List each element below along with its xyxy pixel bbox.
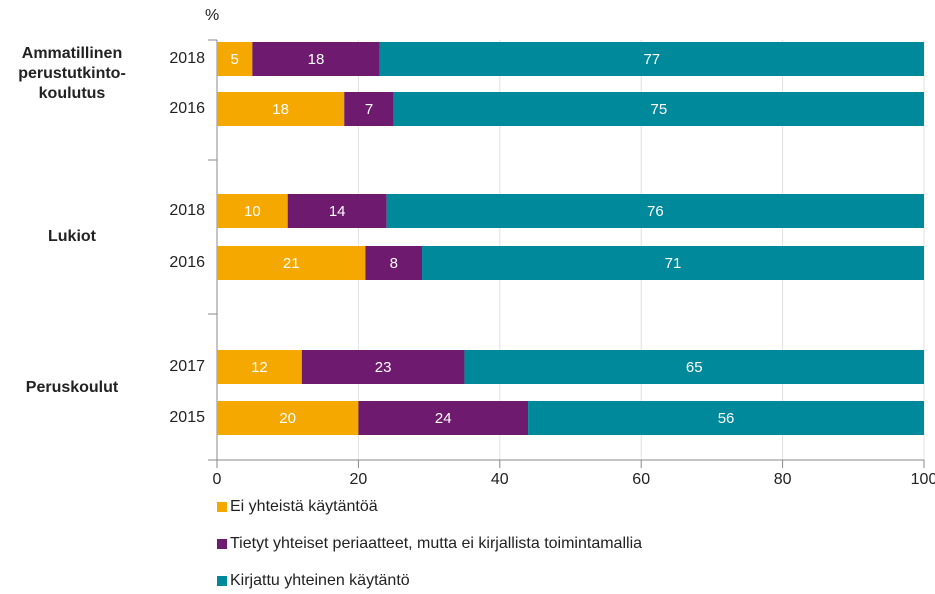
value-label: 20 [279, 410, 296, 427]
bar-segment [217, 401, 359, 435]
group-label: perustutkinto- [18, 65, 126, 82]
group-label: koulutus [39, 85, 106, 102]
value-label: 12 [251, 359, 268, 376]
value-label: 65 [686, 359, 703, 376]
x-tick-label: 20 [350, 471, 368, 488]
bar-segment [217, 42, 253, 76]
x-tick-label: 60 [632, 471, 650, 488]
legend-label: Kirjattu yhteinen käytäntö [230, 572, 410, 589]
y-tick-label: 2016 [169, 100, 205, 117]
legend-label: Tietyt yhteiset periaatteet, mutta ei ki… [230, 535, 642, 552]
x-tick-label: 40 [491, 471, 509, 488]
legend-swatch [217, 502, 227, 512]
y-tick-label: 2018 [169, 202, 205, 219]
y-tick-label: 2018 [169, 50, 205, 67]
y-tick-label: 2016 [169, 254, 205, 271]
value-label: 23 [375, 359, 392, 376]
value-label: 77 [643, 51, 660, 68]
value-label: 14 [329, 203, 346, 220]
value-label: 56 [718, 410, 735, 427]
value-label: 5 [231, 51, 239, 68]
value-label: 21 [283, 255, 300, 272]
value-label: 18 [308, 51, 325, 68]
legend-label: Ei yhteistä käytäntöä [230, 498, 378, 515]
bar-segment [301, 350, 465, 384]
value-label: 75 [651, 101, 668, 118]
x-tick-label: 100 [911, 471, 935, 488]
bar-segment [528, 401, 924, 435]
legend-swatch [217, 576, 227, 586]
bar-segment [217, 92, 345, 126]
bar-segment [386, 194, 924, 228]
bar-segment [217, 246, 366, 280]
value-label: 8 [390, 255, 398, 272]
group-label: Peruskoulut [26, 379, 119, 396]
bar-segment [358, 401, 529, 435]
value-label: 71 [665, 255, 682, 272]
value-label: 76 [647, 203, 664, 220]
axis-unit: % [205, 7, 219, 24]
bar-segment [422, 246, 924, 280]
y-tick-label: 2017 [169, 358, 205, 375]
bar-segment [365, 246, 423, 280]
bar-segment [379, 42, 924, 76]
x-tick-label: 0 [213, 471, 222, 488]
y-tick-label: 2015 [169, 409, 205, 426]
value-label: 18 [272, 101, 289, 118]
bar-segment [393, 92, 924, 126]
bar-segment [217, 350, 302, 384]
legend-swatch [217, 539, 227, 549]
group-label: Ammatillinen [22, 45, 122, 62]
group-label: Lukiot [48, 228, 97, 245]
value-label: 24 [435, 410, 452, 427]
x-tick-label: 80 [774, 471, 792, 488]
bar-segment [252, 42, 380, 76]
bar-segment [217, 194, 288, 228]
value-label: 10 [244, 203, 261, 220]
bar-segment [344, 92, 394, 126]
bar-segment [464, 350, 924, 384]
bar-segment [287, 194, 387, 228]
value-label: 7 [365, 101, 373, 118]
